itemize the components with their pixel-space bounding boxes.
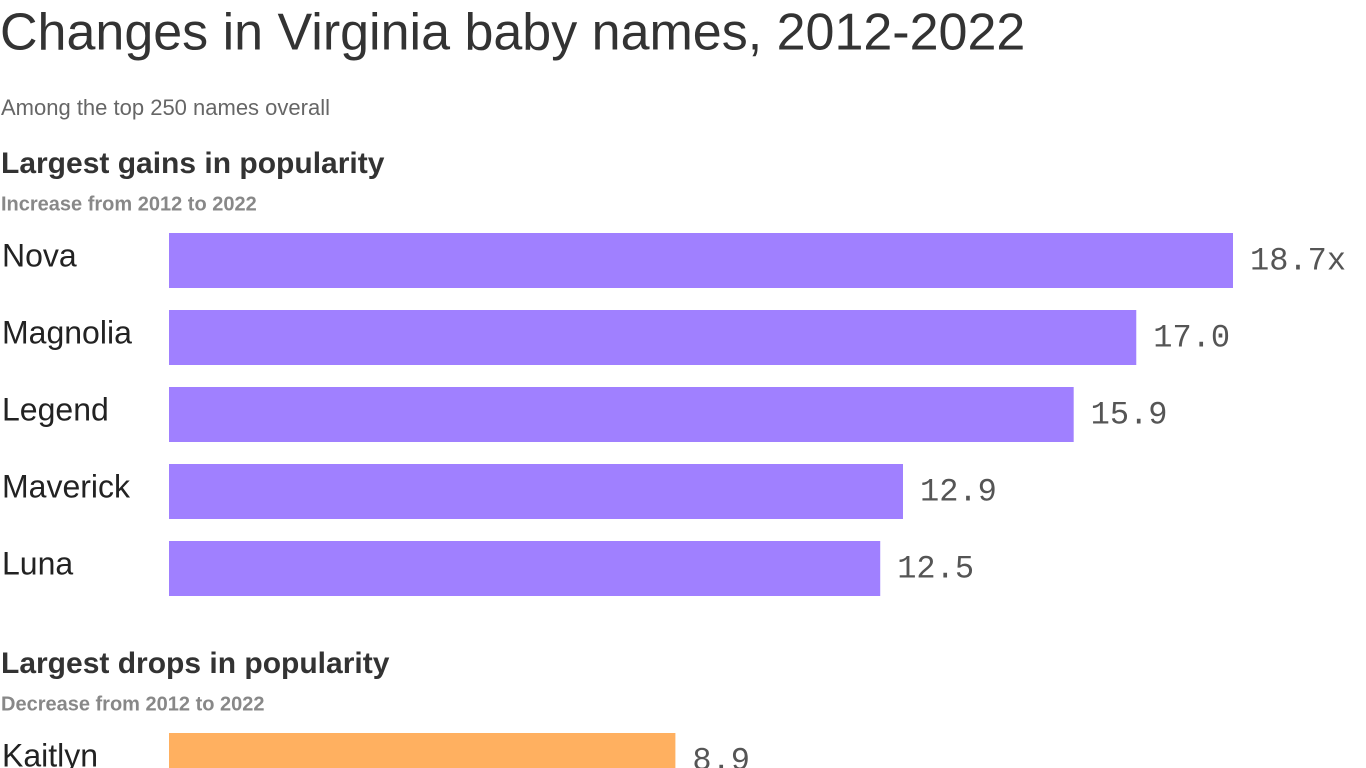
panel-title: Largest gains in popularity (1, 147, 385, 180)
value-label: 12.9 (920, 473, 997, 510)
chart-subtitle: Among the top 250 names overall (1, 95, 330, 120)
chart-title: Changes in Virginia baby names, 2012-202… (0, 4, 1025, 62)
category-label: Nova (2, 237, 77, 273)
value-label: 8.9 (692, 742, 750, 768)
bar (169, 464, 903, 519)
category-label: Maverick (2, 468, 131, 504)
bar (169, 733, 676, 768)
value-label: 15.9 (1091, 396, 1168, 433)
value-label: 18.7x (1250, 242, 1346, 279)
value-label: 17.0 (1153, 319, 1230, 356)
bar (169, 233, 1233, 288)
bar (169, 387, 1074, 442)
value-label: 12.5 (897, 550, 974, 587)
category-label: Legend (2, 391, 109, 427)
category-label: Magnolia (2, 314, 132, 350)
panel-subtitle: Increase from 2012 to 2022 (1, 193, 257, 215)
category-label: Luna (2, 545, 73, 581)
category-label: Kaitlyn (2, 737, 98, 768)
panel-title: Largest drops in popularity (1, 647, 390, 680)
bar (169, 310, 1137, 365)
panel-subtitle: Decrease from 2012 to 2022 (1, 693, 265, 715)
bar (169, 541, 881, 596)
